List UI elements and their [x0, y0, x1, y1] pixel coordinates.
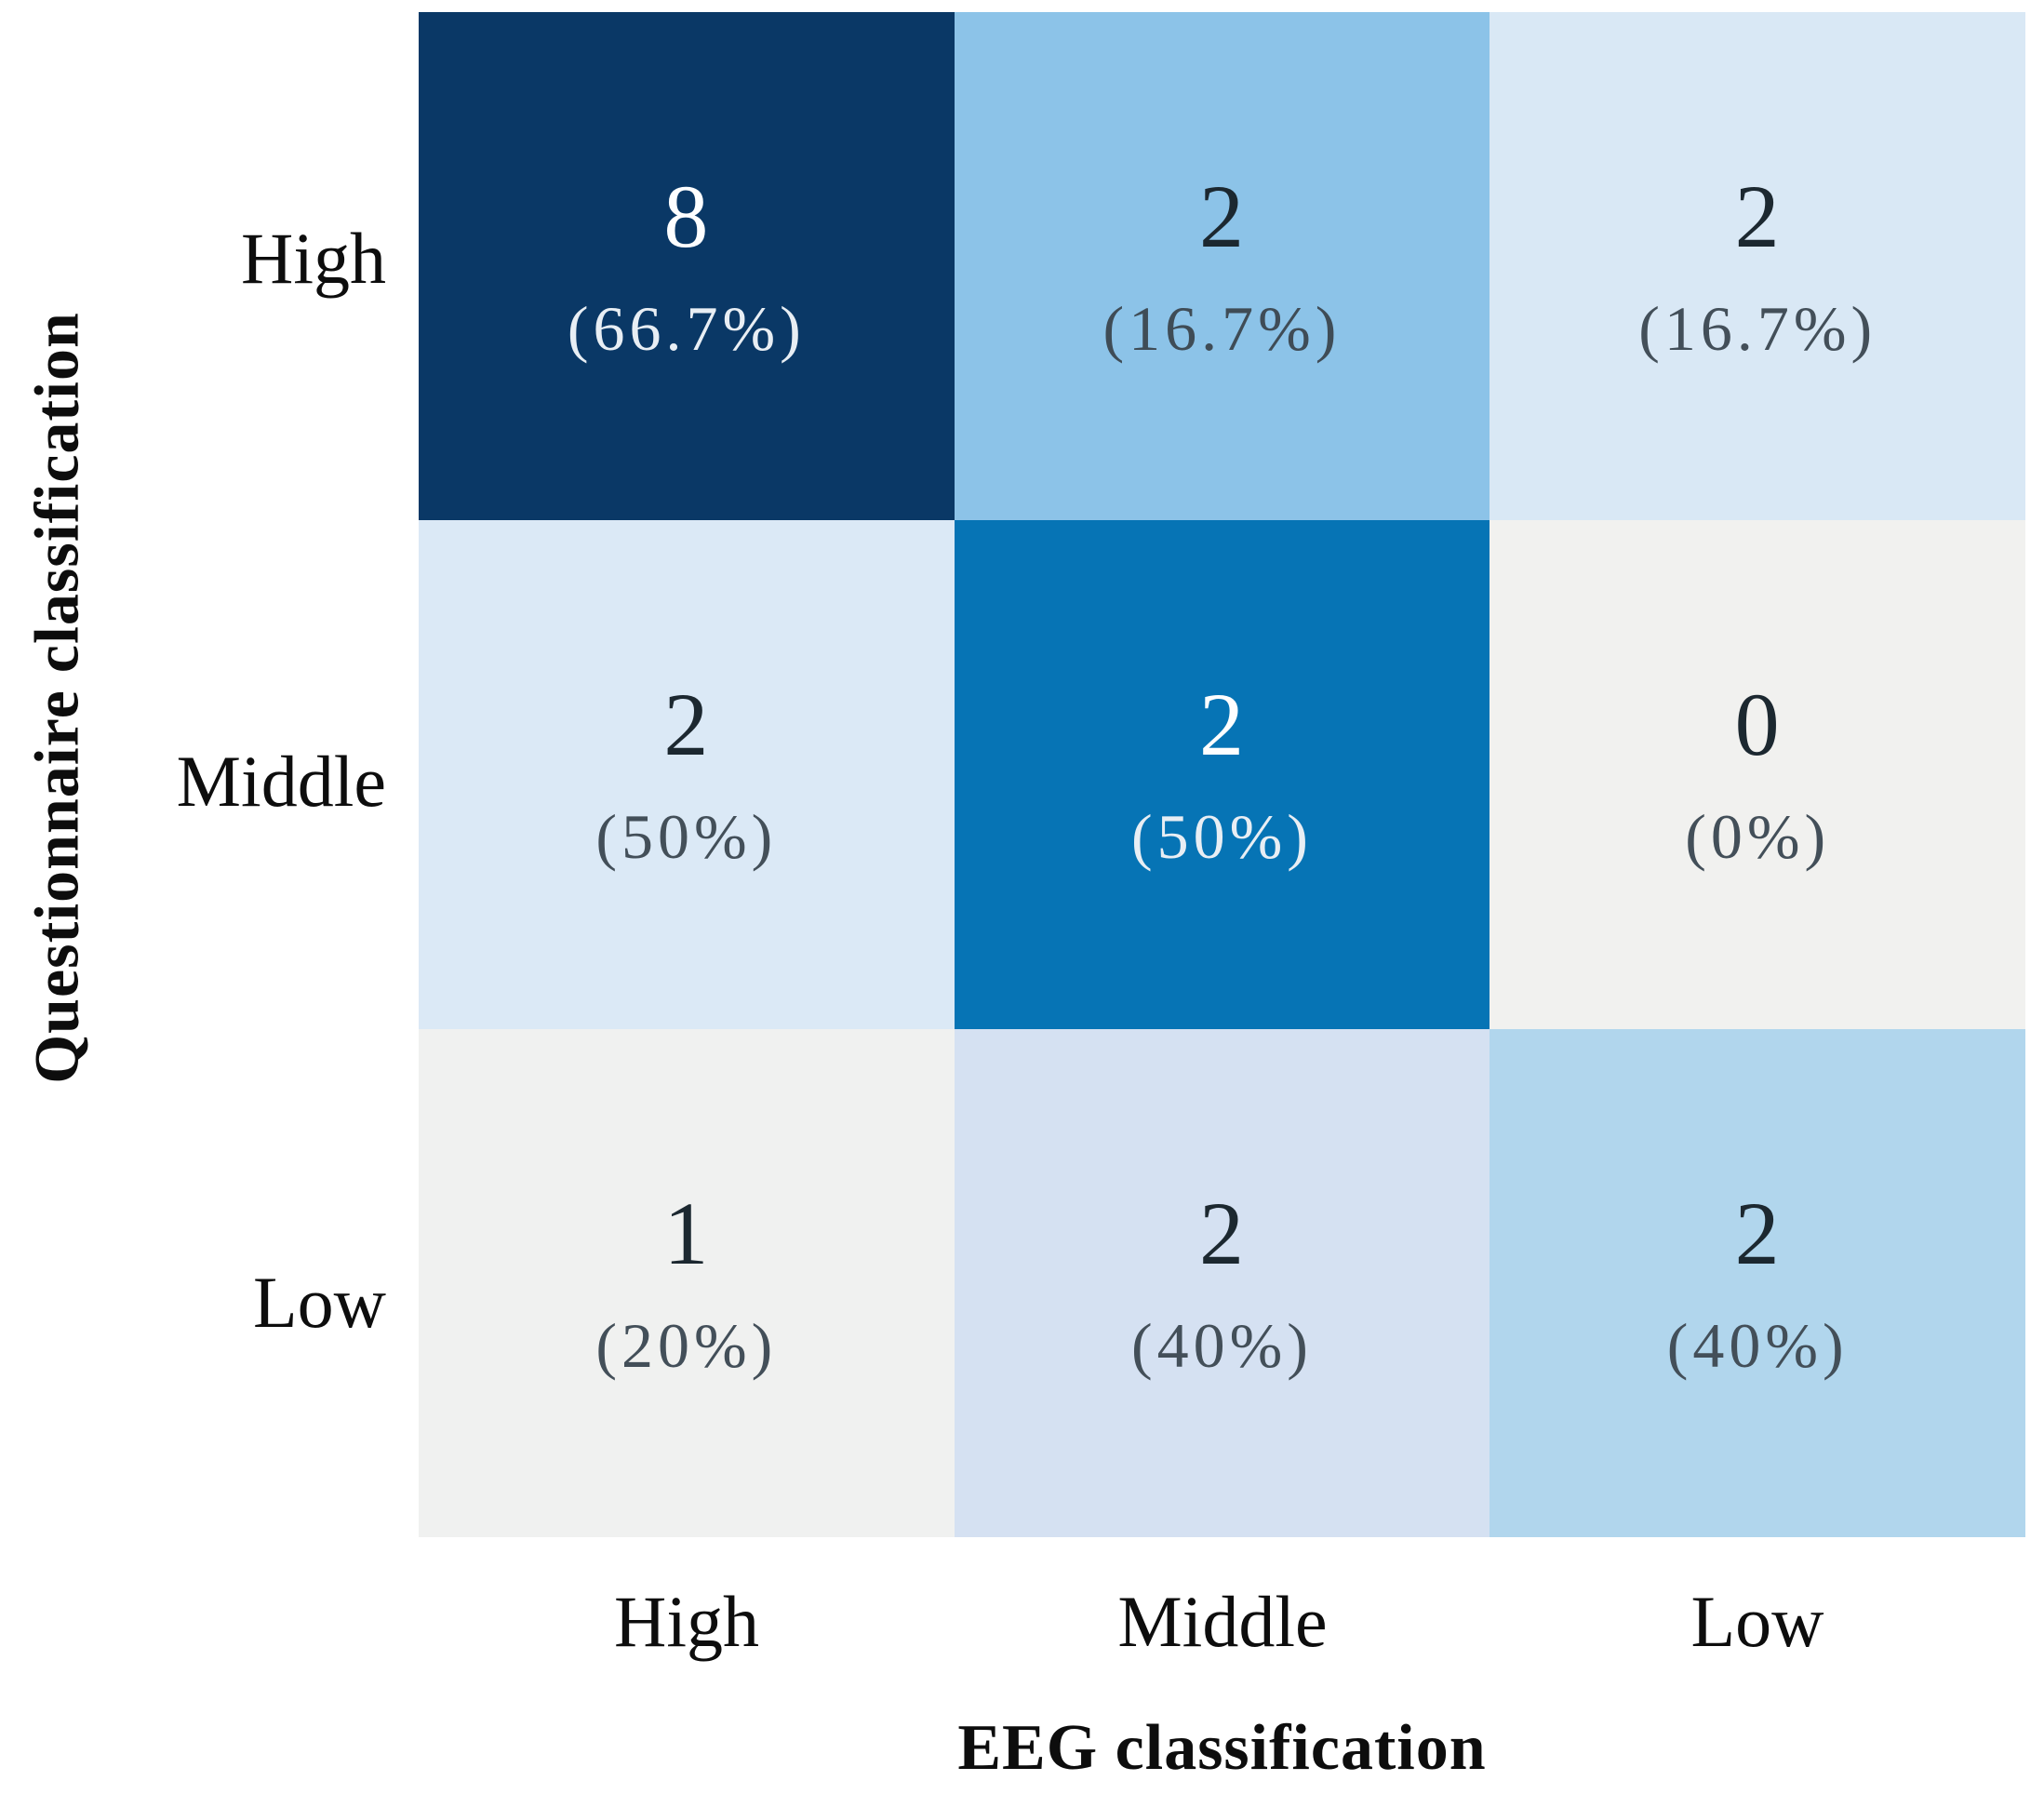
y-axis-title: Questionnaire classification [20, 312, 92, 1084]
cell-count: 0 [1734, 675, 1781, 775]
cell-high-low: 2 (16.7%) [1490, 12, 2025, 521]
cell-middle-high: 2 (50%) [419, 520, 955, 1029]
cell-high-high: 8 (66.7%) [419, 12, 955, 521]
cell-count: 2 [1734, 167, 1781, 267]
cell-count: 2 [1198, 675, 1245, 775]
col-label-high: High [614, 1581, 759, 1662]
cell-count: 2 [1198, 1183, 1245, 1283]
cell-high-middle: 2 (16.7%) [954, 12, 1490, 521]
x-axis-title: EEG classification [957, 1712, 1487, 1784]
cell-middle-middle: 2 (50%) [954, 520, 1490, 1029]
cell-percent: (40%) [1666, 1309, 1849, 1381]
cell-percent: (40%) [1131, 1309, 1313, 1381]
cell-percent: (66.7%) [567, 292, 806, 364]
cell-percent: (50%) [1131, 801, 1313, 873]
cell-percent: (50%) [595, 801, 778, 873]
heatmap-grid: 8 (66.7%) 2 (16.7%) 2 (16.7%) 2 (50%) 2 … [419, 12, 2025, 1537]
row-label-middle: Middle [176, 741, 386, 822]
row-label-high: High [241, 218, 386, 299]
col-label-low: Low [1690, 1581, 1824, 1662]
cell-count: 2 [1734, 1183, 1781, 1283]
cell-count: 2 [663, 675, 710, 775]
row-label-low: Low [253, 1262, 386, 1343]
cell-low-high: 1 (20%) [419, 1028, 955, 1537]
cell-count: 1 [663, 1183, 710, 1283]
cell-percent: (16.7%) [1102, 292, 1342, 364]
cell-percent: (20%) [595, 1309, 778, 1381]
cell-percent: (0%) [1685, 801, 1831, 873]
col-label-middle: Middle [1117, 1581, 1328, 1662]
cell-percent: (16.7%) [1638, 292, 1877, 364]
cell-count: 8 [663, 167, 710, 267]
cell-low-middle: 2 (40%) [954, 1028, 1490, 1537]
cell-count: 2 [1198, 167, 1245, 267]
cell-middle-low: 0 (0%) [1490, 520, 2025, 1029]
cell-low-low: 2 (40%) [1490, 1028, 2025, 1537]
